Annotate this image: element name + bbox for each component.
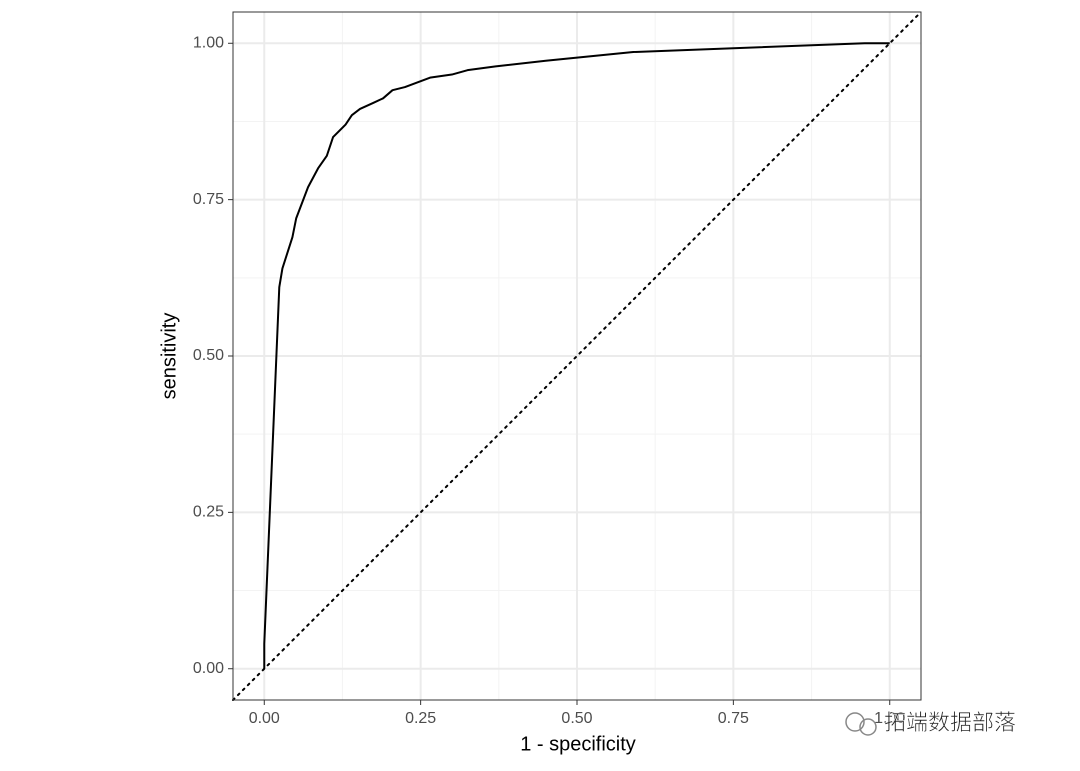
panel-border xyxy=(232,11,922,701)
watermark-icon xyxy=(845,712,865,732)
roc-curve xyxy=(263,42,890,669)
x-tick-label: 0.75 xyxy=(718,710,749,727)
x-tick-label: 0.00 xyxy=(249,710,280,727)
x-tick-label: 0.25 xyxy=(405,710,436,727)
x-tick-label: 1.00 xyxy=(874,710,905,727)
watermark-icon xyxy=(859,718,877,736)
y-tick-label: 0.50 xyxy=(193,347,224,364)
reference-line xyxy=(232,11,922,701)
y-tick-label: 0.75 xyxy=(193,191,224,208)
watermark: 拓端数据部落 xyxy=(884,710,1016,735)
y-tick-label: 0.00 xyxy=(193,660,224,677)
x-axis-title: 1 - specificity xyxy=(520,733,636,755)
x-tick-label: 0.50 xyxy=(561,710,592,727)
y-axis-title: sensitivity xyxy=(158,313,180,400)
y-tick-label: 0.25 xyxy=(193,504,224,521)
y-tick-label: 1.00 xyxy=(193,34,224,51)
